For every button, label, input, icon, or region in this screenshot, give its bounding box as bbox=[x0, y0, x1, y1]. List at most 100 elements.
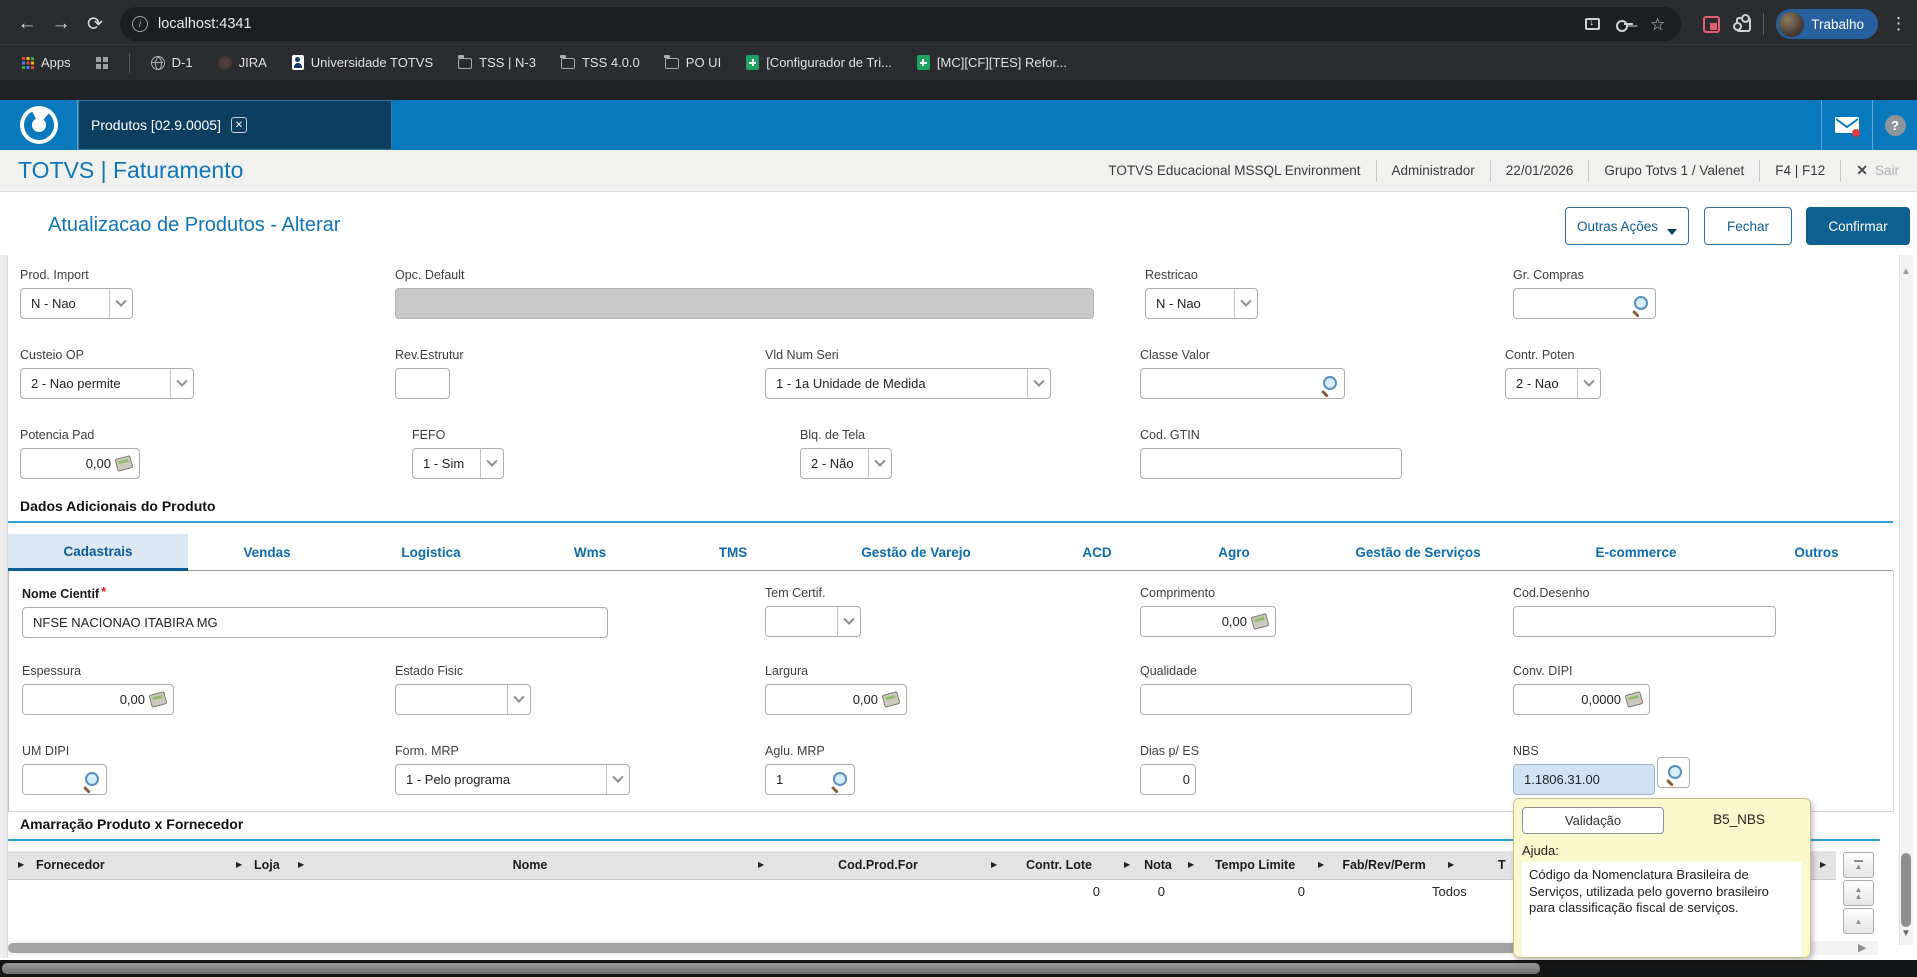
bookmark-folder-tss-400[interactable]: TSS 4.0.0 bbox=[553, 52, 648, 73]
grid-horizontal-scrollbar-thumb[interactable] bbox=[8, 943, 1803, 953]
chevron-down-icon[interactable] bbox=[480, 449, 503, 478]
confirm-button[interactable]: Confirmar bbox=[1806, 207, 1910, 245]
tab-vendas[interactable]: Vendas bbox=[243, 544, 291, 560]
chevron-down-icon[interactable] bbox=[868, 449, 891, 478]
tab-tms[interactable]: TMS bbox=[718, 544, 748, 560]
col-fab-rev-perm[interactable]: Fab/Rev/Perm bbox=[1342, 858, 1426, 872]
grid-page-up-button[interactable]: ▲ ▲ bbox=[1843, 880, 1874, 906]
potencia-pad-input[interactable]: 0,00 bbox=[20, 448, 140, 479]
calculator-icon[interactable] bbox=[148, 691, 168, 708]
close-button[interactable]: Fechar bbox=[1704, 207, 1792, 245]
profile-chip[interactable]: Trabalho bbox=[1776, 9, 1878, 39]
site-info-icon[interactable] bbox=[132, 16, 148, 32]
tab-gestao-de-servicos[interactable]: Gestão de Serviços bbox=[1355, 544, 1481, 560]
mail-button[interactable] bbox=[1821, 100, 1873, 150]
cell-contr-lote[interactable]: 0 bbox=[1092, 884, 1100, 899]
scroll-down-icon[interactable] bbox=[1901, 928, 1911, 939]
calculator-icon[interactable] bbox=[1250, 613, 1270, 630]
bookmark-universidade-totvs[interactable]: Universidade TOTVS bbox=[284, 52, 441, 73]
bookmark-star-icon[interactable]: ☆ bbox=[1649, 14, 1666, 34]
contr-poten-select[interactable]: 2 - Nao bbox=[1505, 368, 1601, 399]
blq-de-tela-select[interactable]: 2 - Não bbox=[800, 448, 892, 479]
other-actions-button[interactable]: Outras Ações bbox=[1565, 207, 1689, 245]
page-horizontal-scrollbar-thumb[interactable] bbox=[2, 963, 1540, 974]
tab-logistica[interactable]: Logistica bbox=[401, 544, 461, 560]
chevron-down-icon[interactable] bbox=[507, 685, 530, 714]
chevron-down-icon[interactable] bbox=[1577, 369, 1600, 398]
password-key-icon[interactable] bbox=[1615, 18, 1634, 32]
espessura-input[interactable]: 0,00 bbox=[22, 684, 174, 715]
extensions-puzzle-icon[interactable] bbox=[1733, 13, 1752, 32]
exit-button[interactable]: ✕ Sair bbox=[1856, 162, 1899, 179]
column-arrow-icon[interactable] bbox=[18, 860, 24, 869]
chevron-down-icon[interactable] bbox=[1027, 369, 1050, 398]
um-dipi-input[interactable] bbox=[22, 764, 107, 795]
vertical-scrollbar[interactable] bbox=[1899, 255, 1913, 945]
grid-row-up-button[interactable]: ▲ bbox=[1843, 908, 1874, 934]
dashboard-grid-button[interactable] bbox=[88, 54, 116, 72]
tem-certif-select[interactable] bbox=[765, 606, 861, 637]
nbs-search-button[interactable] bbox=[1657, 757, 1690, 788]
rev-estrutur-input[interactable] bbox=[395, 368, 450, 399]
prod-import-select[interactable]: N - Nao bbox=[20, 288, 133, 319]
bookmark-folder-tss-n3[interactable]: TSS | N-3 bbox=[450, 52, 544, 73]
bookmark-mc-cf-tes[interactable]: [MC][CF][TES] Refor... bbox=[909, 52, 1075, 73]
scroll-up-icon[interactable] bbox=[1901, 266, 1911, 277]
tab-gestao-de-varejo[interactable]: Gestão de Varejo bbox=[861, 544, 971, 560]
vld-num-seri-select[interactable]: 1 - 1a Unidade de Medida bbox=[765, 368, 1051, 399]
cod-gtin-input[interactable] bbox=[1140, 448, 1402, 479]
tab-agro[interactable]: Agro bbox=[1218, 544, 1250, 560]
form-mrp-select[interactable]: 1 - Pelo programa bbox=[395, 764, 630, 795]
chevron-down-icon[interactable] bbox=[606, 765, 629, 794]
grid-go-top-button[interactable]: ▲ bbox=[1843, 852, 1874, 878]
classe-valor-input[interactable] bbox=[1140, 368, 1345, 399]
vertical-scrollbar-thumb[interactable] bbox=[1901, 853, 1911, 927]
reload-icon[interactable]: ⟳ bbox=[87, 13, 103, 35]
col-contr-lote[interactable]: Contr. Lote bbox=[1026, 858, 1092, 872]
search-icon[interactable] bbox=[1632, 295, 1648, 312]
col-loja[interactable]: Loja bbox=[254, 858, 280, 872]
url-text[interactable]: localhost:4341 bbox=[158, 16, 252, 32]
validation-button[interactable]: Validação bbox=[1522, 807, 1664, 834]
cell-nota[interactable]: 0 bbox=[1157, 884, 1165, 899]
tab-outros[interactable]: Outros bbox=[1794, 544, 1839, 560]
fefo-select[interactable]: 1 - Sim bbox=[412, 448, 504, 479]
tab-e-commerce[interactable]: E-commerce bbox=[1595, 544, 1677, 560]
column-arrow-icon[interactable] bbox=[758, 860, 764, 869]
dias-p-es-input[interactable]: 0 bbox=[1140, 764, 1196, 795]
tab-cadastrais[interactable]: Cadastrais bbox=[8, 534, 188, 571]
bookmark-folder-po-ui[interactable]: PO UI bbox=[657, 52, 729, 73]
column-arrow-icon[interactable] bbox=[991, 860, 997, 869]
bookmark-jira[interactable]: JIRA bbox=[210, 52, 275, 73]
column-arrow-icon[interactable] bbox=[1448, 860, 1454, 869]
custeio-op-select[interactable]: 2 - Nao permite bbox=[20, 368, 194, 399]
calculator-icon[interactable] bbox=[1624, 691, 1644, 708]
estado-fisic-select[interactable] bbox=[395, 684, 531, 715]
search-icon[interactable] bbox=[83, 771, 99, 788]
calculator-icon[interactable] bbox=[881, 691, 901, 708]
search-icon[interactable] bbox=[1321, 375, 1337, 392]
apps-button[interactable]: Apps bbox=[14, 52, 79, 73]
col-cod-prod-for[interactable]: Cod.Prod.For bbox=[838, 858, 918, 872]
comprimento-input[interactable]: 0,00 bbox=[1140, 606, 1276, 637]
forward-icon[interactable]: → bbox=[51, 13, 71, 34]
col-fornecedor[interactable]: Fornecedor bbox=[36, 858, 105, 872]
tab-wms[interactable]: Wms bbox=[573, 544, 607, 560]
extension-red-icon[interactable] bbox=[1703, 15, 1721, 33]
col-tempo-limite[interactable]: Tempo Limite bbox=[1214, 858, 1296, 872]
close-icon[interactable] bbox=[231, 117, 247, 133]
nbs-input[interactable]: 1.1806.31.00 bbox=[1513, 764, 1655, 795]
gr-compras-input[interactable] bbox=[1513, 288, 1656, 319]
browser-menu-icon[interactable]: ⋮ bbox=[1890, 14, 1907, 33]
page-horizontal-scrollbar[interactable] bbox=[0, 960, 1917, 977]
chevron-down-icon[interactable] bbox=[170, 369, 193, 398]
qualidade-input[interactable] bbox=[1140, 684, 1412, 715]
chevron-down-icon[interactable] bbox=[837, 607, 860, 636]
col-truncated[interactable]: T bbox=[1498, 858, 1506, 872]
col-nota[interactable]: Nota bbox=[1144, 858, 1172, 872]
back-icon[interactable]: ← bbox=[17, 13, 37, 34]
install-icon[interactable] bbox=[1584, 16, 1600, 30]
column-arrow-icon[interactable] bbox=[1820, 860, 1826, 869]
totvs-logo[interactable] bbox=[0, 100, 78, 150]
conv-dipi-input[interactable]: 0,0000 bbox=[1513, 684, 1650, 715]
